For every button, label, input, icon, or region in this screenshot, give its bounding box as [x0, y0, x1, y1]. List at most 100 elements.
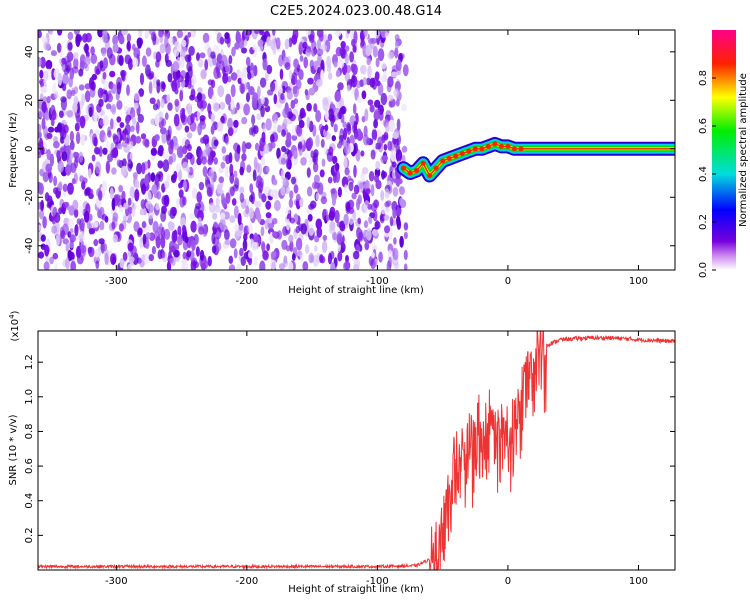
- spectrogram-noise-blob: [72, 199, 79, 211]
- spectrogram-noise-blob: [368, 171, 375, 182]
- spectrogram-noise-blob: [352, 45, 357, 53]
- spectrogram-noise-blob: [79, 218, 85, 232]
- spectrogram-noise-blob: [116, 100, 123, 110]
- spectrogram-noise-blob: [124, 54, 132, 65]
- spectrogram-noise-blob: [243, 233, 248, 242]
- spectrogram-noise-blob: [285, 157, 291, 170]
- spectrogram-noise-blob: [38, 137, 44, 151]
- spectrogram-noise-blob: [279, 68, 284, 80]
- spectrogram-noise-blob: [246, 164, 252, 173]
- spectrogram-noise-blob: [316, 30, 324, 38]
- spectrogram-noise-blob: [219, 212, 226, 220]
- spectrogram-noise-blob: [319, 254, 324, 263]
- spectrogram-noise-blob: [346, 30, 351, 34]
- spectrogram-noise-blob: [157, 249, 163, 260]
- spectrogram-noise-blob: [129, 125, 135, 133]
- spectrogram-noise-blob: [332, 164, 338, 177]
- spectrogram-noise-blob: [387, 140, 393, 151]
- spectrogram-noise-blob: [78, 68, 84, 77]
- spectrogram-noise-blob: [113, 194, 121, 202]
- spectrogram-noise-blob: [178, 182, 183, 189]
- spectrogram-noise-blob: [112, 134, 119, 145]
- spectrogram-noise-blob: [74, 224, 79, 237]
- spectrogram-noise-blob: [282, 107, 289, 119]
- spectrogram-noise-blob: [327, 176, 333, 184]
- spectrogram-noise-blob: [76, 101, 80, 114]
- spectrogram-noise-blob: [141, 254, 146, 262]
- snr-line: [38, 331, 675, 570]
- spectrogram-noise-blob: [241, 47, 247, 54]
- spectrogram-noise-blob: [300, 157, 307, 166]
- spectrogram-noise-blob: [275, 37, 281, 50]
- spectrogram-noise-blob: [265, 118, 272, 131]
- spectrogram-noise-blob: [375, 160, 381, 171]
- spectrogram-noise-blob: [380, 75, 388, 83]
- spectrogram-noise-blob: [129, 152, 134, 160]
- spectrogram-noise-blob: [342, 121, 347, 128]
- spectrogram-noise-blob: [186, 166, 191, 173]
- spectrogram-noise-blob: [189, 94, 195, 101]
- spectrogram-noise-blob: [368, 255, 374, 266]
- spectrogram-noise-blob: [38, 131, 42, 139]
- spectrogram-signal-point: [427, 173, 433, 178]
- spectrogram-noise-blob: [97, 209, 102, 219]
- spectrogram-noise-blob: [78, 233, 84, 242]
- spectrogram-noise-blob: [161, 227, 165, 240]
- spectrogram-noise-blob: [70, 89, 76, 97]
- spectrogram-noise-blob: [90, 46, 95, 56]
- spectrogram-noise-blob: [197, 92, 203, 102]
- spectrogram-noise-blob: [363, 220, 369, 229]
- spectrogram-noise-blob: [171, 80, 178, 92]
- spectrogram-noise-blob: [73, 208, 79, 218]
- spectrogram-signal-point: [479, 146, 485, 152]
- spectrogram-noise-blob: [259, 143, 265, 152]
- spectrogram-noise-blob: [140, 199, 146, 209]
- spectrogram-noise-blob: [88, 228, 96, 235]
- spectrogram-noise-blob: [261, 131, 266, 143]
- spectrogram-noise-blob: [199, 121, 207, 130]
- spectrogram-noise-blob: [160, 98, 165, 109]
- spectrogram-noise-blob: [187, 54, 192, 62]
- spectrogram-noise-blob: [158, 30, 163, 38]
- spectrogram-noise-blob: [167, 73, 173, 83]
- spectrogram-noise-blob: [148, 254, 154, 262]
- spectrogram-noise-blob: [53, 141, 60, 149]
- spectrogram-noise-blob: [75, 33, 82, 42]
- spectrogram-noise-blob: [247, 223, 253, 234]
- spectrogram-noise-blob: [382, 119, 389, 127]
- spectrogram-noise-blob: [333, 107, 341, 121]
- spectrogram-noise-blob: [239, 247, 244, 257]
- spectrogram-noise-blob: [148, 232, 156, 242]
- spectrogram-noise-blob: [154, 113, 160, 126]
- spectrogram-noise-blob: [172, 61, 180, 72]
- spectrogram-noise-blob: [347, 199, 355, 210]
- spectrogram-noise-blob: [173, 170, 178, 180]
- spectrogram-noise-blob: [131, 116, 137, 125]
- spectrogram-noise-blob: [133, 102, 139, 110]
- spectrogram-noise-blob: [168, 221, 175, 231]
- spectrogram-noise-blob: [207, 79, 213, 86]
- spectrogram-noise-blob: [65, 242, 70, 252]
- spectrogram-noise-blob: [120, 70, 125, 81]
- spectrogram-noise-blob: [188, 45, 195, 56]
- spectrogram-noise-blob: [232, 184, 239, 192]
- spectrogram-noise-blob: [381, 134, 389, 141]
- spectrogram-noise-blob: [100, 242, 108, 252]
- spectrogram-noise-blob: [241, 153, 247, 162]
- spectrogram-noise-blob: [381, 155, 388, 162]
- spectrogram-noise-blob: [330, 262, 336, 270]
- spectrogram-noise-blob: [272, 231, 278, 238]
- spectrogram-noise-blob: [104, 252, 109, 265]
- spectrogram-noise-blob: [392, 247, 399, 261]
- spectrogram-noise-blob: [121, 190, 126, 201]
- spectrogram-noise-blob: [219, 101, 226, 110]
- spectrogram-noise-blob: [67, 218, 74, 229]
- spectrogram-noise-blob: [365, 188, 371, 195]
- spectrogram-noise-blob: [139, 72, 145, 86]
- spectrogram-noise-blob: [72, 102, 78, 113]
- spectrogram-noise-blob: [73, 57, 79, 70]
- spectrogram-noise-blob: [65, 164, 72, 176]
- spectrogram-noise-blob: [66, 110, 74, 118]
- spectrogram-noise-blob: [272, 217, 278, 225]
- spectrogram-noise-blob: [356, 96, 363, 104]
